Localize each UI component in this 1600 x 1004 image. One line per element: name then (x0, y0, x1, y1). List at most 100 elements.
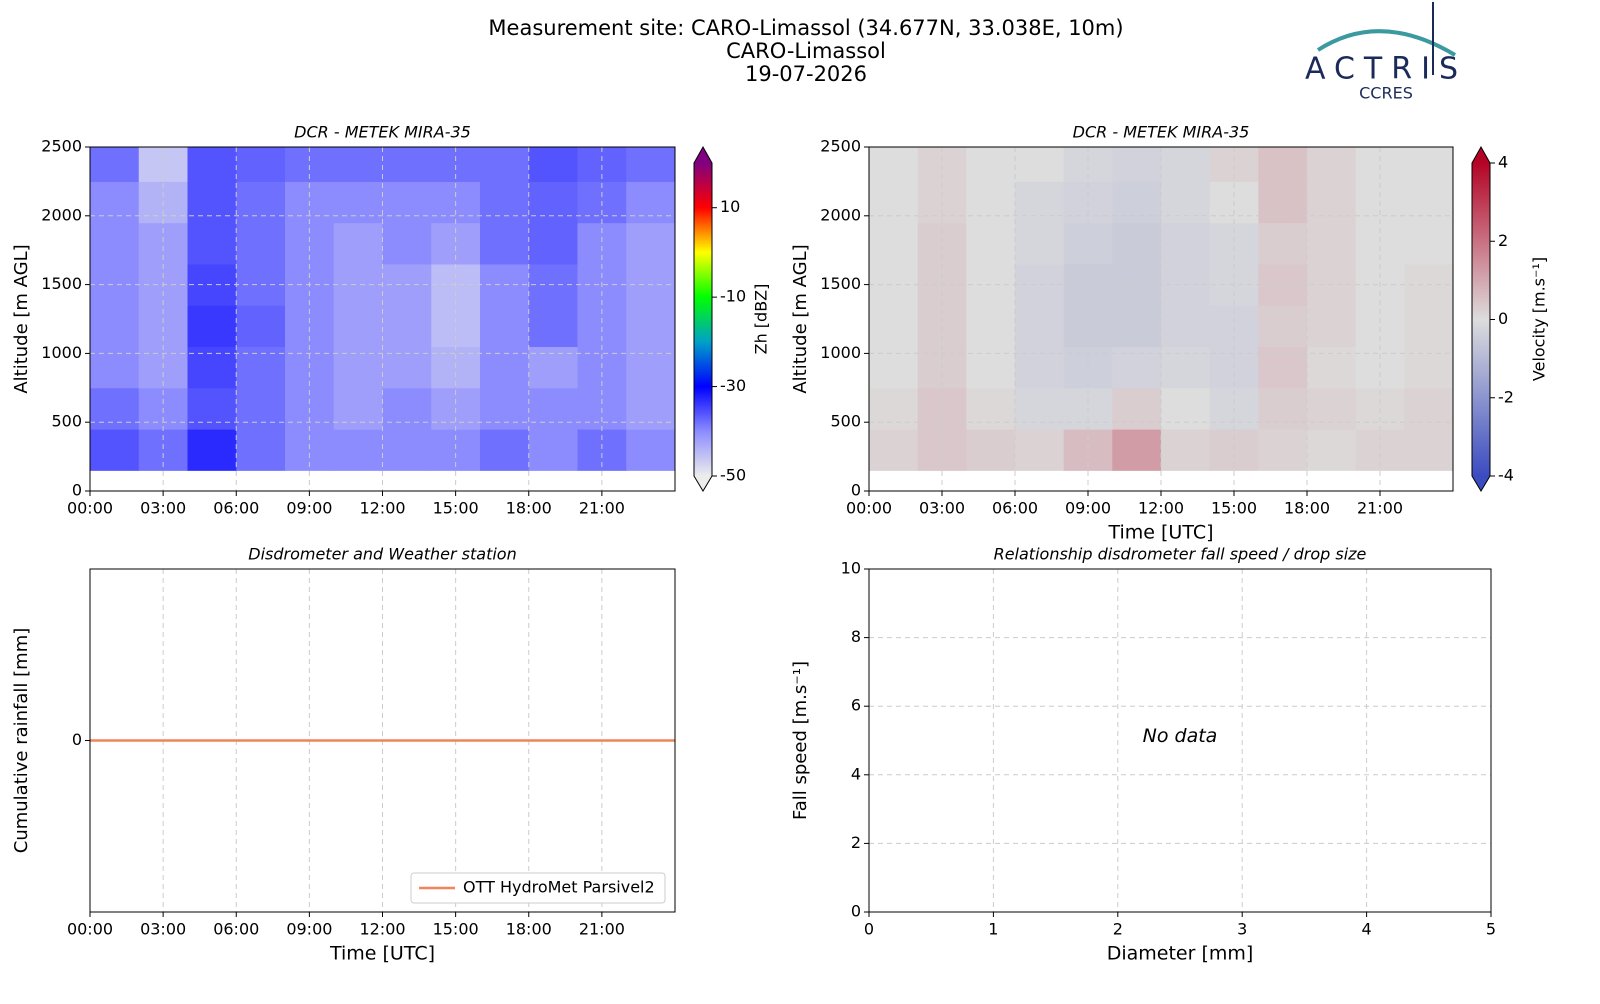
heatmap-cell (869, 222, 919, 265)
x-tick-label: 03:00 (140, 920, 186, 939)
heatmap-cell (1404, 305, 1454, 348)
x-tick-label: 18:00 (506, 499, 552, 518)
axes-frame (89, 568, 676, 913)
y-tick-label: 0 (72, 481, 82, 500)
heatmap-cell (1404, 147, 1454, 182)
heatmap-cell (187, 305, 237, 348)
panel-title: DCR - METEK MIRA-35 (294, 123, 471, 142)
x-tick-label: 3 (1237, 920, 1247, 939)
x-tick-label: 21:00 (579, 499, 625, 518)
heatmap-cell (869, 387, 919, 430)
heatmap-cell (626, 181, 676, 224)
heatmap-cell (1015, 305, 1065, 348)
heatmap-cell (1015, 346, 1065, 389)
colorbar-tick-label: -30 (720, 376, 746, 395)
colorbar-extend-top (694, 147, 712, 163)
x-tick-label: 18:00 (506, 920, 552, 939)
logo: ACTRIS CCRES (1305, 2, 1458, 103)
y-tick-label: 1000 (820, 343, 861, 362)
heatmap-cell (236, 181, 286, 224)
panel-title: Disdrometer and Weather station (248, 545, 516, 564)
x-tick-label: 15:00 (433, 499, 479, 518)
x-tick-label: 4 (1362, 920, 1372, 939)
heatmap-cell (528, 429, 578, 471)
heatmap-cell (187, 147, 237, 182)
heatmap-cell (626, 147, 676, 182)
heatmap-cell (333, 346, 383, 389)
heatmap-cell (1258, 222, 1308, 265)
y-tick-label: 500 (51, 412, 82, 431)
colorbar-tick-label: 10 (720, 197, 740, 216)
y-axis-label: Cumulative rainfall [mm] (11, 628, 32, 854)
heatmap-cell (1307, 305, 1357, 348)
panel: 00:00 03:00 06:00 09:00 12:00 15:00 18:00 21:00… (11, 123, 771, 518)
heatmap-cell (626, 387, 676, 430)
heatmap-cell (1112, 222, 1162, 265)
logo-subtitle: CCRES (1359, 84, 1413, 103)
heatmap-cell (1015, 147, 1065, 182)
panel: 00:00 03:00 06:00 09:00 12:00 15:00 18:00 21:00… (790, 123, 1549, 544)
colorbar-tick-label: -2 (1498, 387, 1514, 406)
axes-frame (868, 146, 1454, 492)
heatmap-cell (480, 305, 530, 348)
y-axis-label: Altitude [m AGL] (790, 244, 811, 393)
x-tick-label: 2 (1113, 920, 1123, 939)
x-tick-label: 00:00 (846, 499, 892, 518)
x-tick-label: 03:00 (919, 499, 965, 518)
x-tick-label: 21:00 (579, 920, 625, 939)
x-tick-label: 12:00 (1138, 499, 1184, 518)
heatmap-cell (236, 305, 286, 348)
heatmap-cell (480, 429, 530, 471)
x-tick-label: 18:00 (1284, 499, 1330, 518)
x-tick-label: 15:00 (433, 920, 479, 939)
heatmap-cell (1258, 387, 1308, 430)
heatmap-cell (382, 305, 432, 348)
heatmap-cell (626, 346, 676, 389)
colorbar-label: Velocity [m.s⁻¹] (1530, 257, 1549, 381)
x-tick-label: 09:00 (1065, 499, 1111, 518)
heatmap-cell (480, 387, 530, 430)
heatmap-cell (333, 305, 383, 348)
heatmap-cell (1161, 387, 1211, 430)
heatmap-cell (1307, 346, 1357, 389)
heatmap-cell (528, 387, 578, 430)
logo-arc (1316, 29, 1457, 57)
heatmap-cell (333, 429, 383, 471)
heatmap-cell (1161, 181, 1211, 224)
colorbar-tick-label: -10 (720, 287, 746, 306)
header-date: 19-07-2026 (745, 62, 867, 86)
y-tick-label: 10 (841, 559, 861, 578)
heatmap-cell (1258, 181, 1308, 224)
x-tick-label: 00:00 (67, 920, 113, 939)
heatmap-cell (90, 263, 140, 306)
colorbar-extend-bottom (1472, 476, 1490, 491)
panel-title: DCR - METEK MIRA-35 (1073, 123, 1250, 142)
heatmap-cell (1307, 429, 1357, 471)
x-axis-label: Time [UTC] (329, 943, 435, 965)
colorbar-tick-label: 2 (1498, 231, 1508, 250)
heatmap-cell (1161, 147, 1211, 182)
header-title: Measurement site: CARO-Limassol (34.677N… (488, 16, 1123, 40)
heatmap-cell (1258, 147, 1308, 182)
y-axis-label: Altitude [m AGL] (11, 244, 32, 393)
heatmap-cell (90, 429, 140, 471)
axes-frame (89, 146, 676, 492)
heatmap-cell (528, 305, 578, 348)
heatmap-cell (236, 429, 286, 471)
colorbar-tick-label: -4 (1498, 466, 1514, 485)
axes-frame (868, 568, 1492, 913)
heatmap-cell (626, 222, 676, 265)
heatmap-cell (528, 181, 578, 224)
x-tick-label: 5 (1486, 920, 1496, 939)
heatmap-cell (90, 147, 140, 182)
x-tick-label: 1 (988, 920, 998, 939)
x-tick-label: 15:00 (1211, 499, 1257, 518)
colorbar (694, 163, 712, 476)
colorbar-extend-top (1472, 147, 1490, 163)
heatmap-cell (480, 147, 530, 182)
x-tick-label: 09:00 (286, 920, 332, 939)
heatmap-cell (333, 147, 383, 182)
colorbar-tick-label: 4 (1498, 153, 1508, 172)
header-site: CARO-Limassol (726, 39, 886, 63)
